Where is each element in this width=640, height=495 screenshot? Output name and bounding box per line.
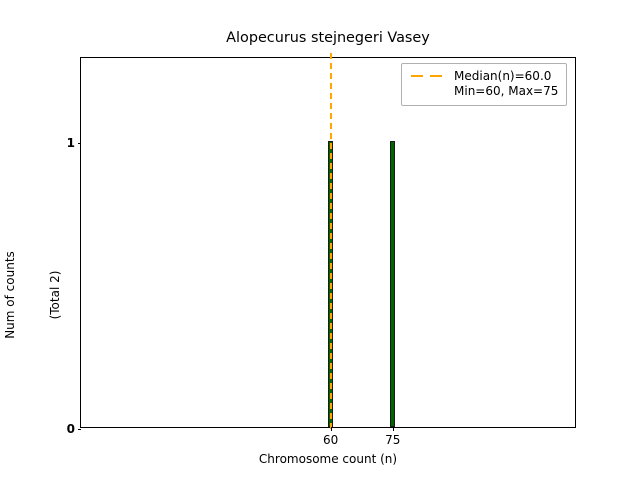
ytick-label-0: 0 [66, 422, 75, 436]
plot-axes: 60 75 0 1 Median(n)=60.0 Min=60, Max=75 [67, 53, 576, 447]
matplotlib-figure: Alopecurus stejnegeri Vasey 60 75 0 1 [3, 30, 576, 466]
legend-entry-text: Median(n)=60.0 Min=60, Max=75 [454, 69, 558, 99]
legend-minmax-label: Min=60, Max=75 [454, 84, 559, 98]
legend-entry: Median(n)=60.0 Min=60, Max=75 [410, 69, 558, 99]
legend-median-label: Median(n)=60.0 [454, 69, 552, 83]
xtick-mark-60 [330, 427, 332, 431]
median-line [330, 53, 333, 429]
ytick-label-1: 1 [66, 135, 75, 150]
median-dashed-line-icon [410, 69, 446, 84]
xtick-label-60: 60 [323, 433, 339, 447]
legend: Median(n)=60.0 Min=60, Max=75 [401, 63, 568, 106]
ytick-mark-0 [77, 429, 81, 430]
xtick-mark-75 [392, 427, 394, 431]
ytick-mark-1 [77, 142, 81, 144]
y-axis-label: Num of counts (Total 2) [0, 95, 93, 495]
y-axis-label-line1: Num of counts [3, 251, 17, 339]
x-axis-label: Chromosome count (n) [258, 452, 398, 466]
y-axis-label-line2: (Total 2) [48, 270, 62, 320]
median-layer [81, 53, 575, 429]
xtick-label-75: 75 [385, 433, 401, 447]
histogram-bar [390, 140, 396, 427]
page-title: Alopecurus stejnegeri Vasey [226, 30, 430, 46]
